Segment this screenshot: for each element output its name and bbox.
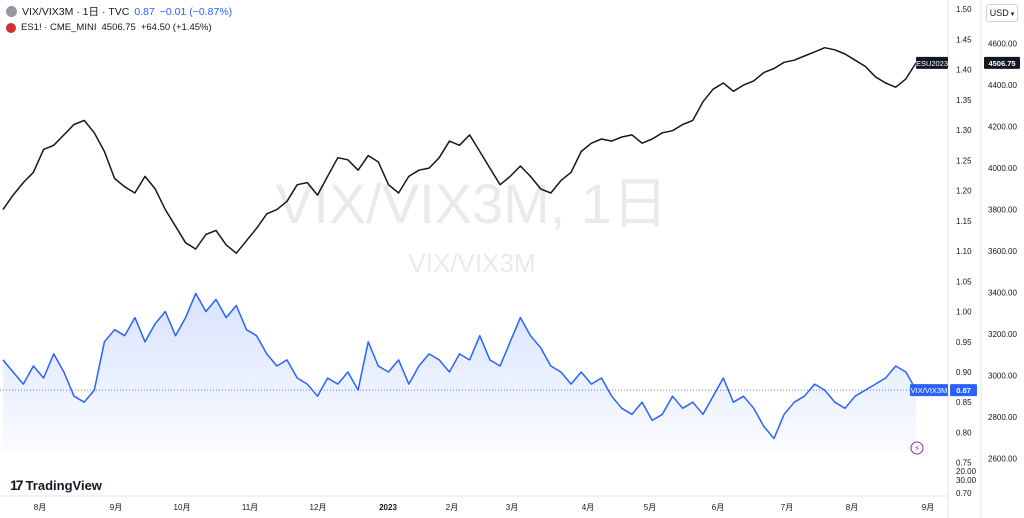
y-tick-label: 3600.00 <box>988 247 1017 256</box>
extra-axis-tick: 30.00 <box>956 476 977 485</box>
lightning-glyph: ⚡ <box>914 444 920 453</box>
es-badge-icon <box>6 22 16 33</box>
watermark-title: VIX/VIX3M, 1日 <box>276 172 668 235</box>
x-tick-label: 3月 <box>506 503 518 512</box>
y-tick-label: 2800.00 <box>988 413 1017 422</box>
x-tick-label: 2月 <box>446 503 458 512</box>
x-tick-label: 7月 <box>781 503 793 512</box>
x-tick-label: 2023 <box>379 503 397 512</box>
y-tick-label: 1.25 <box>956 156 972 165</box>
y-tick-label: 0.90 <box>956 368 972 377</box>
y-tick-label: 1.10 <box>956 247 972 256</box>
x-tick-label: 10月 <box>174 503 191 512</box>
legend-compare-change: +64.50 (+1.45%) <box>140 22 212 33</box>
last-value-badge <box>984 56 1020 69</box>
y-tick-label: 1.45 <box>956 35 972 44</box>
y-tick-label: 1.35 <box>956 96 972 105</box>
legend-main[interactable]: VIX/VIX3M · 1日 · TVC 0.87 −0.01 (−0.87%) <box>6 4 232 19</box>
legend-main-label: VIX/VIX3M · 1日 · TVC <box>22 6 130 18</box>
y-tick-label: 3800.00 <box>988 206 1017 215</box>
vix-series-line <box>2 292 917 440</box>
y-tick-label: 0.70 <box>956 489 972 498</box>
x-tick-label: 12月 <box>310 503 327 512</box>
extra-axis-tick: 20.00 <box>956 467 977 476</box>
y-tick-label: 1.15 <box>956 217 972 226</box>
series-name-label: ESU2023 <box>916 59 948 68</box>
y-tick-label: 1.40 <box>956 66 972 75</box>
y-tick-label: 0.80 <box>956 428 972 437</box>
y-tick-label: 4200.00 <box>988 123 1017 132</box>
last-value-label: 4506.75 <box>988 59 1015 68</box>
grid <box>0 0 982 518</box>
series-name-tag <box>910 384 948 397</box>
y-tick-label: 0.85 <box>956 398 972 407</box>
vix-dot-icon <box>6 6 17 17</box>
y-tick-label: 4000.00 <box>988 164 1017 173</box>
x-tick-label: 9月 <box>922 503 934 512</box>
currency-button[interactable]: USD ▾ <box>986 4 1018 22</box>
x-tick-label: 9月 <box>110 503 122 512</box>
plot-area <box>0 46 948 452</box>
series-name-tag <box>916 56 948 69</box>
y-tick-label: 1.50 <box>956 5 972 14</box>
y-tick-label: 3200.00 <box>988 330 1017 339</box>
y-tick-label: 0.75 <box>956 459 972 468</box>
y-tick-label: 1.30 <box>956 126 972 135</box>
y-tick-label: 1.00 <box>956 308 972 317</box>
y-tick-label: 3000.00 <box>988 372 1017 381</box>
brand-name: TradingView <box>25 477 102 493</box>
y-tick-label: 1.05 <box>956 277 972 286</box>
legend-compare-value: 4506.75 <box>101 22 136 33</box>
watermark-subtitle: VIX/VIX3M <box>408 248 535 278</box>
axes: 8月 9月 10月 11月 12月 2023 2月 3月 4月 5月 6月 7月 8月 9月 1.50 1.4… <box>34 5 1020 512</box>
y-tick-label: 3400.00 <box>988 289 1017 298</box>
lightning-icon <box>910 441 924 455</box>
chevron-down-icon: ▾ <box>1010 11 1015 18</box>
y-tick-label: 0.95 <box>956 338 972 347</box>
x-tick-label: 8月 <box>34 503 46 512</box>
last-value-badge <box>950 384 977 397</box>
legend-compare[interactable]: ES1! · CME_MINI 4506.75 +64.50 (+1.45%) <box>6 22 212 33</box>
watermark: VIX/VIX3M, 1日 VIX/VIX3M <box>276 172 668 278</box>
tradingview-logo[interactable]: 17 TradingView <box>10 477 102 493</box>
series-name-label: VIX/VIX3M <box>911 386 948 395</box>
currency-label: USD <box>989 8 1009 18</box>
legend-main-value: 0.87 <box>134 5 155 18</box>
es-series-line <box>2 46 917 254</box>
x-tick-label: 8月 <box>846 503 858 512</box>
x-tick-label: 6月 <box>712 503 724 512</box>
tv-logo-icon: 17 <box>10 477 24 493</box>
legend-compare-label: ES1! · CME_MINI <box>21 22 97 33</box>
vix-area-fill <box>3 293 916 452</box>
legend-main-change: −0.01 (−0.87%) <box>159 5 233 18</box>
y-tick-label: 1.20 <box>956 187 972 196</box>
x-tick-label: 4月 <box>582 503 594 512</box>
x-tick-label: 11月 <box>242 503 258 512</box>
x-tick-label: 5月 <box>644 503 656 512</box>
last-value-label: 0.87 <box>956 386 971 395</box>
y-tick-label: 4600.00 <box>988 40 1017 49</box>
y-tick-label: 4400.00 <box>988 81 1017 90</box>
y-tick-label: 2600.00 <box>988 455 1017 464</box>
